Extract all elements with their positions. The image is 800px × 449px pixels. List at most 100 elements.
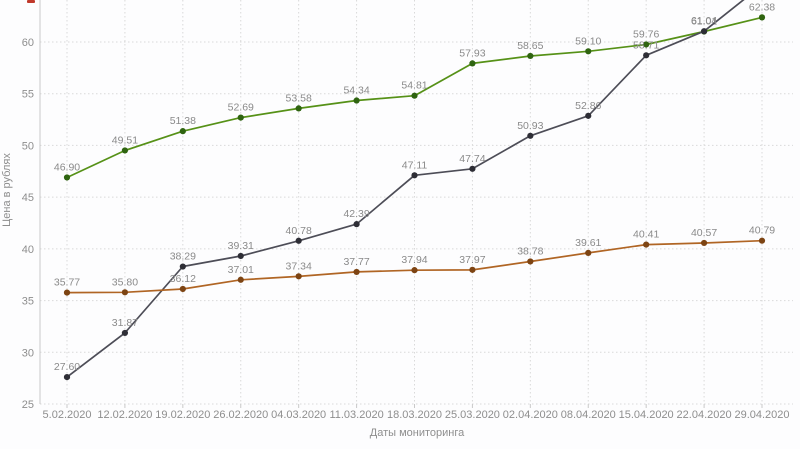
dark-series-point[interactable] [63, 374, 71, 381]
brown-series-point[interactable] [237, 276, 244, 283]
green-series-point[interactable] [758, 14, 766, 21]
brown-series-point[interactable] [469, 266, 476, 273]
green-series-value-label: 54.81 [401, 80, 427, 92]
brown-series-value-label: 38.78 [517, 245, 543, 257]
dark-series-point[interactable] [353, 221, 360, 228]
brown-series-point[interactable] [758, 237, 766, 244]
green-series-point[interactable] [295, 105, 302, 112]
brown-series-point[interactable] [527, 258, 534, 265]
dark-series-value-label: 40.78 [286, 225, 312, 237]
dark-series-point[interactable] [585, 112, 592, 119]
green-series-point[interactable] [585, 48, 592, 55]
y-tick-label: 40 [22, 244, 34, 256]
x-tick-label: 15.04.2020 [619, 409, 674, 421]
brown-series-value-label: 35.77 [54, 277, 80, 289]
x-tick-label: 02.04.2020 [503, 409, 558, 421]
x-tick-label: 04.03.2020 [271, 409, 326, 421]
brown-series-point[interactable] [353, 268, 360, 276]
green-series-value-label: 59.76 [633, 28, 659, 40]
dark-series-point[interactable] [121, 329, 129, 337]
dark-series-value-label: 38.29 [170, 251, 196, 263]
dark-series-value-label: 47.74 [459, 153, 485, 165]
dark-series-point[interactable] [469, 165, 476, 172]
dark-series-value-label: 58.71 [633, 39, 659, 51]
green-series-point[interactable] [353, 97, 360, 104]
brown-series-value-label: 37.01 [228, 264, 254, 276]
brown-series-point[interactable] [63, 289, 71, 296]
green-series-value-label: 54.34 [343, 85, 369, 97]
green-series-point[interactable] [469, 60, 476, 67]
dark-series-value-label: 42.39 [343, 208, 369, 220]
dark-series-point[interactable] [411, 172, 418, 179]
x-tick-label: 08.04.2020 [561, 409, 616, 421]
y-axis-title: Цена в рублях [1, 153, 13, 227]
x-tick-label: 22.04.2020 [677, 409, 732, 421]
green-series-value-label: 58.65 [517, 40, 543, 52]
brown-series-value-label: 37.97 [459, 254, 485, 266]
green-series-point[interactable] [411, 92, 418, 99]
brown-series-point[interactable] [121, 289, 129, 296]
y-tick-label: 25 [22, 399, 34, 411]
brown-series-point[interactable] [295, 273, 302, 280]
brown-series-point[interactable] [411, 267, 418, 274]
brown-series-point[interactable] [179, 285, 186, 293]
dark-series-value-label: 27.60 [54, 361, 80, 373]
dark-series-point[interactable] [295, 237, 302, 244]
red-marker [27, 0, 35, 3]
y-tick-label: 50 [22, 140, 34, 152]
green-series-value-label: 62.38 [749, 1, 775, 13]
brown-series-point[interactable] [643, 241, 650, 248]
x-tick-label: 12.02.2020 [97, 409, 152, 421]
dark-series-point[interactable] [700, 28, 708, 35]
x-tick-label: 26.02.2020 [213, 409, 268, 421]
green-series-point[interactable] [643, 41, 650, 48]
green-series-point[interactable] [237, 114, 244, 121]
dark-series-value-label: 47.11 [402, 159, 428, 171]
brown-series-value-label: 39.61 [575, 237, 601, 249]
y-tick-label: 60 [22, 37, 34, 49]
brown-series-value-label: 36.12 [170, 273, 196, 285]
green-series-value-label: 61.01 [691, 16, 717, 28]
x-axis-title: Даты мониторинга [370, 427, 465, 439]
x-tick-label: 29.04.2020 [734, 409, 789, 421]
green-series-value-label: 53.58 [286, 92, 312, 104]
green-series-value-label: 57.93 [459, 47, 485, 59]
green-series-value-label: 46.90 [54, 161, 80, 173]
x-tick-label: 11.03.2020 [329, 409, 383, 421]
dark-series-value-label: 31.87 [112, 317, 138, 329]
y-tick-label: 30 [22, 347, 34, 359]
y-tick-label: 35 [22, 296, 34, 308]
x-tick-label: 19.02.2020 [155, 409, 210, 421]
dark-series-value-label: 61.04 [691, 15, 717, 27]
brown-series-value-label: 35.80 [112, 276, 138, 288]
green-series-value-label: 52.69 [228, 102, 254, 114]
brown-series-value-label: 40.57 [691, 227, 717, 239]
brown-series-value-label: 40.41 [633, 229, 659, 241]
green-series-point[interactable] [179, 128, 186, 135]
brown-series-value-label: 37.34 [286, 260, 312, 272]
green-series-point[interactable] [63, 174, 71, 181]
brown-series-point[interactable] [700, 239, 708, 247]
dark-series-value-label: 50.93 [517, 120, 543, 132]
x-tick-label: 25.03.2020 [445, 409, 500, 421]
green-series-point[interactable] [121, 147, 129, 154]
dark-series-point[interactable] [179, 263, 186, 270]
brown-series-value-label: 37.77 [343, 256, 369, 268]
brown-series-value-label: 37.94 [401, 254, 427, 266]
dark-series-value-label: 52.86 [575, 100, 601, 112]
dark-series-value-label: 39.31 [228, 240, 254, 252]
brown-series-value-label: 40.79 [749, 225, 775, 237]
dark-series-point[interactable] [527, 132, 534, 139]
green-series-value-label: 59.10 [575, 35, 601, 47]
green-series-point[interactable] [527, 52, 534, 60]
green-series-value-label: 49.51 [112, 134, 138, 146]
green-series-value-label: 51.38 [170, 115, 196, 127]
x-tick-label: 5.02.2020 [43, 409, 92, 421]
dark-series-point[interactable] [237, 252, 244, 260]
dark-series-point[interactable] [643, 52, 650, 59]
y-tick-label: 45 [22, 192, 34, 204]
y-tick-label: 55 [22, 89, 34, 101]
brown-series-point[interactable] [585, 249, 592, 256]
